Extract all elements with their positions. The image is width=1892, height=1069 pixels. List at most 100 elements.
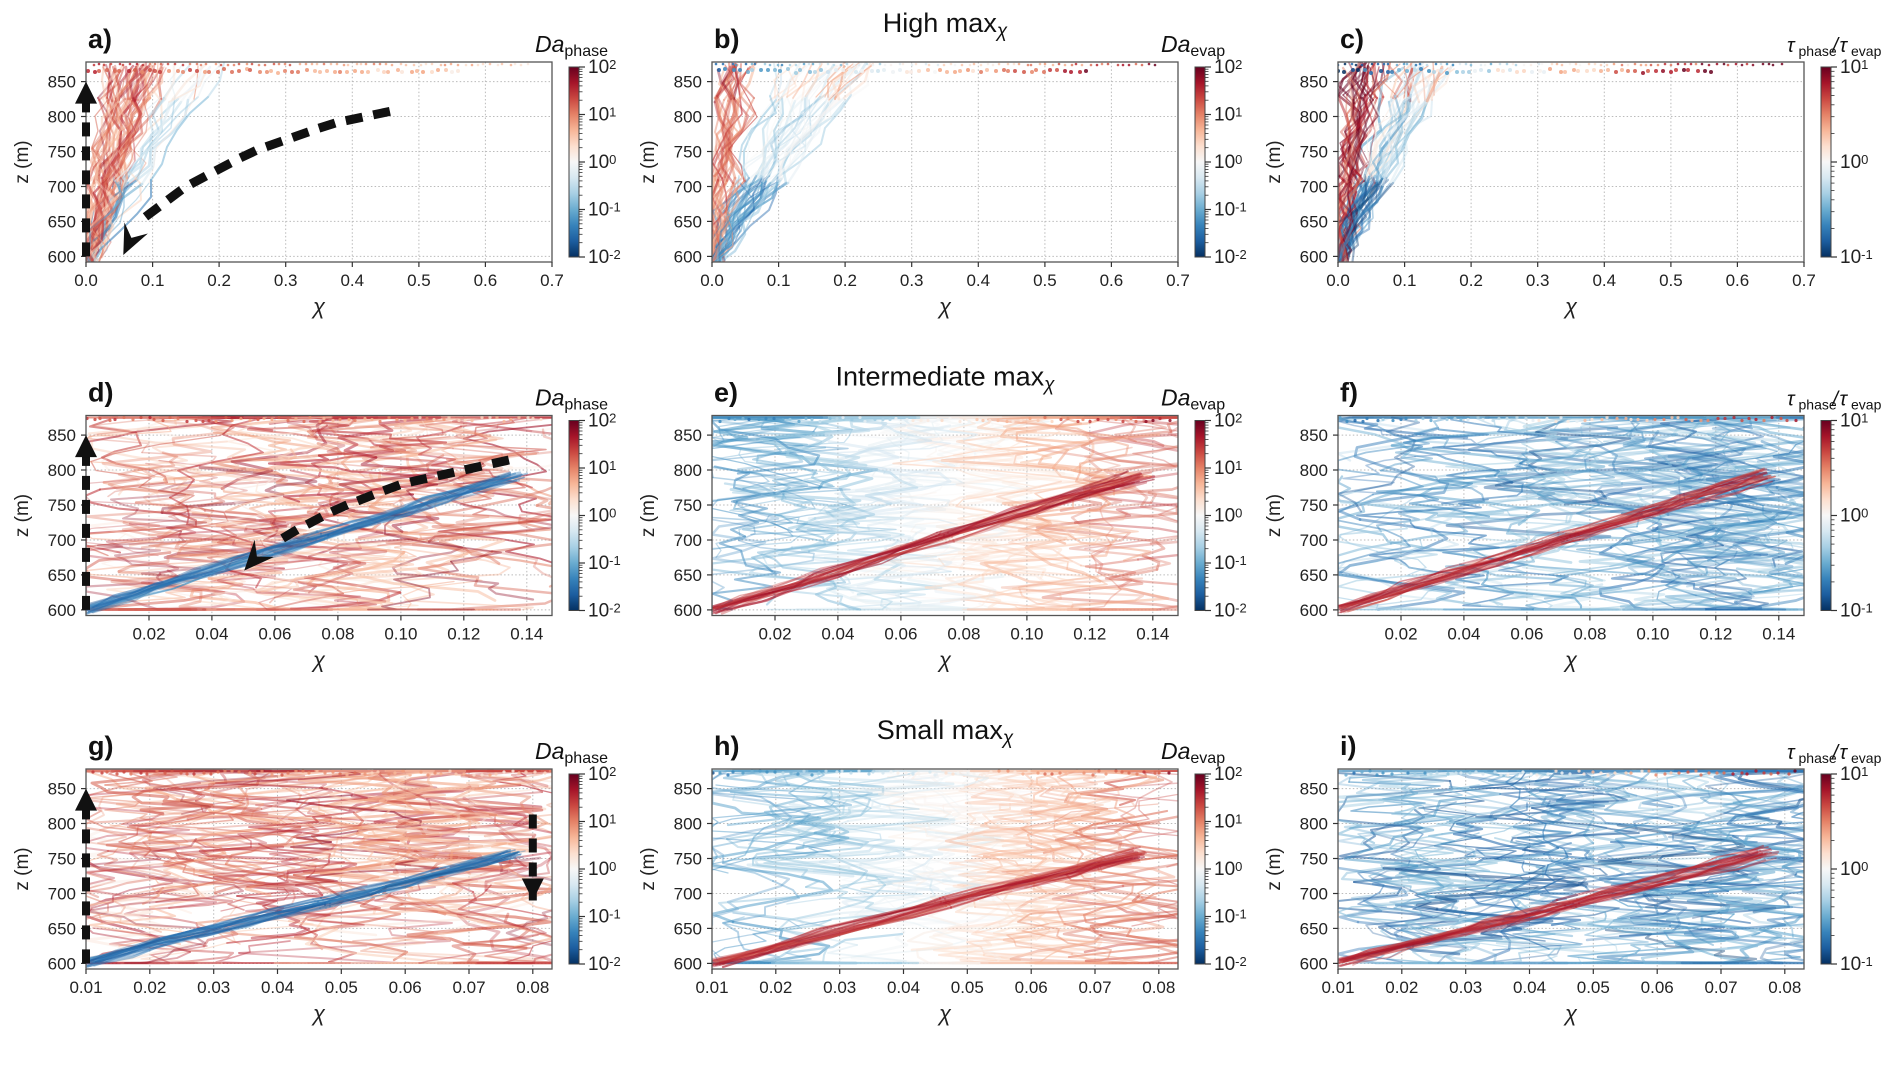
svg-text:700: 700 <box>674 885 702 904</box>
svg-text:z (m): z (m) <box>1264 140 1285 183</box>
svg-text:700: 700 <box>674 178 702 197</box>
svg-text:a): a) <box>88 24 112 54</box>
svg-text:0.4: 0.4 <box>966 271 990 290</box>
svg-text:800: 800 <box>48 461 76 480</box>
svg-text:0.08: 0.08 <box>516 978 549 997</box>
svg-text:evap: evap <box>1851 43 1882 59</box>
svg-text:600: 600 <box>674 601 702 620</box>
svg-text:b): b) <box>714 24 739 54</box>
svg-text:g): g) <box>88 731 113 761</box>
svg-text:0.04: 0.04 <box>887 978 920 997</box>
svg-text:850: 850 <box>1300 780 1328 799</box>
svg-text:0.2: 0.2 <box>1459 271 1483 290</box>
svg-text:χ: χ <box>1563 648 1578 673</box>
svg-text:0.1: 0.1 <box>1393 271 1417 290</box>
svg-text:0.06: 0.06 <box>884 625 917 644</box>
svg-text:0.08: 0.08 <box>321 625 354 644</box>
svg-text:0.10: 0.10 <box>1010 625 1043 644</box>
svg-text:750: 750 <box>674 496 702 515</box>
svg-text:600: 600 <box>1300 601 1328 620</box>
svg-text:z (m): z (m) <box>1264 494 1285 537</box>
svg-text:700: 700 <box>674 531 702 550</box>
svg-text:650: 650 <box>48 919 76 938</box>
svg-text:χ: χ <box>937 294 952 319</box>
svg-text:χ: χ <box>937 648 952 673</box>
svg-text:0.05: 0.05 <box>1577 978 1610 997</box>
svg-text:700: 700 <box>1300 885 1328 904</box>
svg-text:h): h) <box>714 731 739 761</box>
svg-text:z (m): z (m) <box>12 847 33 890</box>
svg-text:0.02: 0.02 <box>758 625 791 644</box>
svg-text:600: 600 <box>1300 954 1328 973</box>
svg-text:z (m): z (m) <box>638 847 659 890</box>
svg-text:0.12: 0.12 <box>1073 625 1106 644</box>
svg-text:650: 650 <box>48 212 76 231</box>
svg-text:0.02: 0.02 <box>759 978 792 997</box>
svg-text:0.04: 0.04 <box>1447 625 1480 644</box>
svg-text:0.07: 0.07 <box>452 978 485 997</box>
svg-text:χ: χ <box>311 294 326 319</box>
svg-text:0.07: 0.07 <box>1078 978 1111 997</box>
svg-text:χ: χ <box>311 1001 326 1026</box>
svg-text:0.4: 0.4 <box>1592 271 1616 290</box>
svg-text:0.0: 0.0 <box>74 271 98 290</box>
svg-text:0.7: 0.7 <box>1792 271 1816 290</box>
svg-text:0.04: 0.04 <box>195 625 228 644</box>
svg-text:0.1: 0.1 <box>141 271 165 290</box>
svg-text:0.5: 0.5 <box>407 271 431 290</box>
svg-text:0.2: 0.2 <box>207 271 231 290</box>
svg-text:0.05: 0.05 <box>325 978 358 997</box>
svg-text:0.12: 0.12 <box>447 625 480 644</box>
svg-text:800: 800 <box>48 815 76 834</box>
svg-text:0.7: 0.7 <box>1166 271 1190 290</box>
svg-text:0.02: 0.02 <box>1385 978 1418 997</box>
svg-text:0.02: 0.02 <box>133 978 166 997</box>
svg-text:Small maxχ: Small maxχ <box>877 715 1014 749</box>
svg-text:600: 600 <box>674 954 702 973</box>
svg-text:d): d) <box>88 378 113 408</box>
svg-text:700: 700 <box>48 531 76 550</box>
svg-text:z (m): z (m) <box>12 140 33 183</box>
svg-text:Intermediate maxχ: Intermediate maxχ <box>836 362 1056 396</box>
svg-text:750: 750 <box>1300 850 1328 869</box>
svg-text:z (m): z (m) <box>12 494 33 537</box>
svg-text:0.08: 0.08 <box>1142 978 1175 997</box>
svg-text:800: 800 <box>1300 815 1328 834</box>
svg-text:0.6: 0.6 <box>474 271 498 290</box>
svg-text:0.06: 0.06 <box>1510 625 1543 644</box>
svg-text:0.02: 0.02 <box>1384 625 1417 644</box>
svg-text:evap: evap <box>1851 750 1882 766</box>
svg-text:0.08: 0.08 <box>1573 625 1606 644</box>
svg-text:0.08: 0.08 <box>1768 978 1801 997</box>
svg-text:z (m): z (m) <box>638 140 659 183</box>
svg-text:0.1: 0.1 <box>767 271 791 290</box>
svg-text:800: 800 <box>1300 108 1328 127</box>
svg-text:0.08: 0.08 <box>947 625 980 644</box>
svg-text:600: 600 <box>48 954 76 973</box>
svg-text:0.03: 0.03 <box>197 978 230 997</box>
svg-text:750: 750 <box>48 143 76 162</box>
svg-text:850: 850 <box>674 780 702 799</box>
svg-text:0.6: 0.6 <box>1726 271 1750 290</box>
svg-text:0.01: 0.01 <box>695 978 728 997</box>
svg-text:χ: χ <box>1563 294 1578 319</box>
svg-text:0.0: 0.0 <box>1326 271 1350 290</box>
svg-text:phase: phase <box>1799 750 1837 766</box>
svg-text:0.02: 0.02 <box>132 625 165 644</box>
svg-text:0.04: 0.04 <box>821 625 854 644</box>
svg-text:0.5: 0.5 <box>1033 271 1057 290</box>
svg-text:z (m): z (m) <box>1264 847 1285 890</box>
svg-text:0.10: 0.10 <box>384 625 417 644</box>
svg-text:0.03: 0.03 <box>823 978 856 997</box>
svg-text:600: 600 <box>674 247 702 266</box>
svg-text:800: 800 <box>48 108 76 127</box>
svg-text:0.06: 0.06 <box>389 978 422 997</box>
svg-text:0.05: 0.05 <box>951 978 984 997</box>
svg-text:0.14: 0.14 <box>1136 625 1169 644</box>
svg-text:650: 650 <box>1300 919 1328 938</box>
svg-text:phase: phase <box>1799 397 1837 413</box>
svg-text:0.14: 0.14 <box>510 625 543 644</box>
svg-text:0.06: 0.06 <box>1641 978 1674 997</box>
svg-text:650: 650 <box>1300 566 1328 585</box>
svg-text:800: 800 <box>674 815 702 834</box>
